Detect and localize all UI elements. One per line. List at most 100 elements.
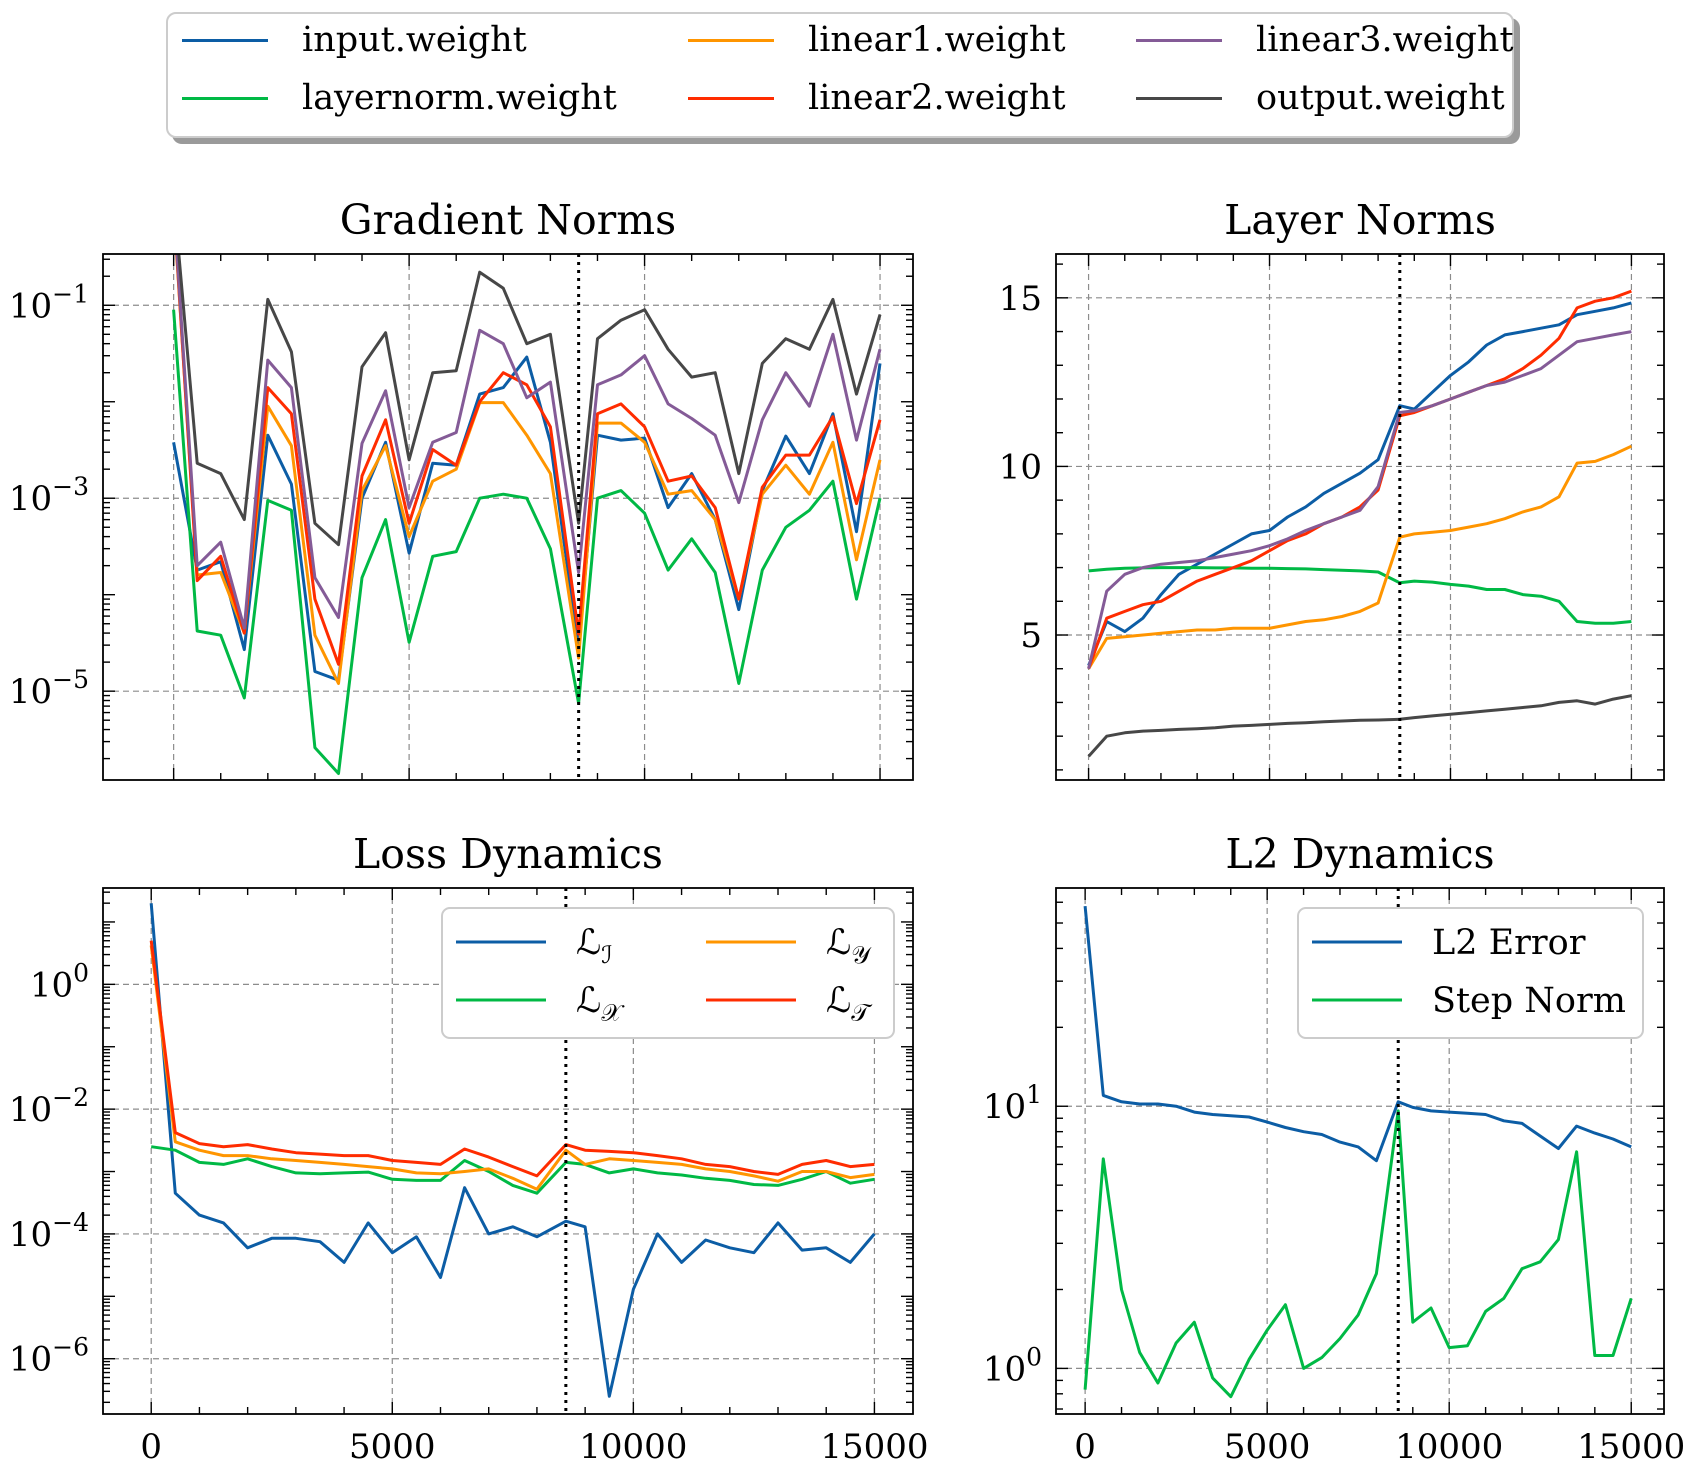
series-line-linear3-weight (175, 254, 882, 630)
legend-label-main: ℒ (576, 981, 601, 1021)
x-tick-label: 0 (140, 1427, 162, 1467)
legend-label-subscript: 𝒳 (601, 999, 625, 1027)
y-tick-base: 10 (9, 286, 52, 326)
y-tick-label: 5 (1020, 616, 1042, 656)
legend-label-main: ℒ (826, 981, 851, 1021)
legend-label-subscript: 𝒯 (851, 999, 873, 1027)
y-tick-exponent: 0 (73, 958, 89, 987)
main-legend: input.weight layernorm.weight linear1.we… (166, 12, 1514, 138)
legend-swatch (688, 38, 774, 42)
y-tick-exponent: 1 (1026, 1080, 1042, 1109)
legend-entry-layernorm-weight: layernorm.weight (182, 78, 617, 118)
y-tick-base: 10 (9, 479, 52, 519)
axes-frame (102, 887, 914, 1415)
legend-label-subscript: 𝒴 (851, 941, 872, 969)
y-tick-base: 10 (9, 1215, 52, 1255)
legend-entry-linear3-weight: linear3.weight (1136, 20, 1514, 60)
y-tick-base: 10 (9, 672, 52, 712)
axes-frame (102, 253, 914, 781)
series-line-layernorm-weight (1088, 566, 1632, 625)
legend-label-subscript: ℐ (601, 941, 612, 969)
legend-entry-output-weight: output.weight (1136, 78, 1505, 118)
plot-area (149, 903, 876, 1398)
x-tick-label: 15000 (820, 1427, 928, 1467)
series-line-linear2-weight (1087, 289, 1632, 670)
x-tick-label: 10000 (1395, 1427, 1503, 1467)
y-tick-label: 10−4 (9, 1208, 89, 1255)
legend-label: output.weight (1256, 78, 1505, 118)
axes-frame (1055, 253, 1665, 781)
y-tick-base: 10 (9, 1090, 52, 1130)
series-line-linear3-weight (1087, 330, 1632, 670)
y-tick-exponent: −3 (52, 472, 89, 501)
y-tick-label: 10−5 (9, 665, 89, 712)
legend-label: L2 Error (1432, 923, 1586, 963)
y-tick-exponent: −2 (52, 1083, 89, 1112)
y-tick-label: 10−2 (9, 1083, 89, 1130)
layer-panel: Layer Norms 5 10 15 (999, 196, 1665, 781)
x-tick-label: 10000 (579, 1427, 687, 1467)
legend-swatch (688, 96, 774, 100)
legend-label-main: ℒ (576, 923, 601, 963)
y-tick-base: 10 (30, 965, 73, 1005)
plot-area (1083, 905, 1633, 1399)
axes-frame (1055, 887, 1665, 1415)
legend-swatch (182, 96, 268, 100)
legend-label: input.weight (302, 20, 527, 60)
y-tick-exponent: −5 (52, 665, 89, 694)
y-tick-exponent: −6 (52, 1333, 89, 1362)
x-tick-label: 0 (1074, 1427, 1096, 1467)
chart-title: Gradient Norms (340, 196, 676, 244)
series-line-input-weight (1087, 301, 1632, 666)
legend-label: Step Norm (1432, 981, 1626, 1021)
y-tick-exponent: 0 (1026, 1342, 1042, 1371)
y-tick-label: 10−6 (9, 1333, 89, 1380)
series-line-l-t (149, 940, 875, 1178)
legend-entry-linear1-weight: linear1.weight (688, 20, 1066, 60)
l2-legend: L2 Error Step Norm (1297, 907, 1644, 1039)
series-line-output-weight (177, 254, 882, 547)
y-tick-label: 15 (999, 279, 1042, 319)
plot-area (172, 254, 882, 775)
series-line-linear2-weight (175, 254, 882, 666)
y-tick-base: 10 (9, 1340, 52, 1380)
legend-swatch (1136, 96, 1222, 100)
legend-entry-linear2-weight: linear2.weight (688, 78, 1066, 118)
legend-label: ℒ𝒴 (826, 923, 872, 969)
legend-label: linear3.weight (1256, 20, 1514, 60)
series-line-l-i (149, 903, 876, 1398)
chart-title: L2 Dynamics (1225, 830, 1494, 878)
y-tick-base: 10 (983, 1349, 1026, 1389)
series-line-layernorm-weight (172, 309, 882, 775)
x-tick-label: 5000 (349, 1427, 436, 1467)
y-tick-base: 10 (983, 1087, 1026, 1127)
y-tick-label: 100 (983, 1342, 1042, 1389)
series-line-l-x (150, 1145, 875, 1195)
legend-label: linear2.weight (808, 78, 1066, 118)
legend-swatch (1136, 38, 1222, 42)
chart-title: Layer Norms (1224, 196, 1496, 244)
legend-label: ℒ𝒯 (826, 981, 873, 1027)
x-tick-label: 5000 (1224, 1427, 1311, 1467)
y-tick-label: 101 (983, 1080, 1042, 1127)
plot-area (1087, 289, 1633, 758)
y-tick-label: 10 (999, 447, 1042, 487)
series-line-output-weight (1087, 694, 1632, 758)
y-tick-label: 100 (30, 958, 89, 1005)
series-line-l2-error (1083, 905, 1632, 1163)
legend-label-main: Step Norm (1432, 981, 1626, 1021)
x-tick-label: 15000 (1577, 1427, 1685, 1467)
legend-label: ℒℐ (576, 923, 613, 969)
series-line-linear1-weight (175, 254, 882, 685)
legend-entry-input-weight: input.weight (182, 20, 527, 60)
y-tick-label: 10−3 (9, 472, 89, 519)
legend-label-main: L2 Error (1432, 923, 1586, 963)
series-line-l-y (149, 945, 875, 1191)
y-tick-exponent: −1 (52, 279, 89, 308)
legend-label: layernorm.weight (302, 78, 617, 118)
